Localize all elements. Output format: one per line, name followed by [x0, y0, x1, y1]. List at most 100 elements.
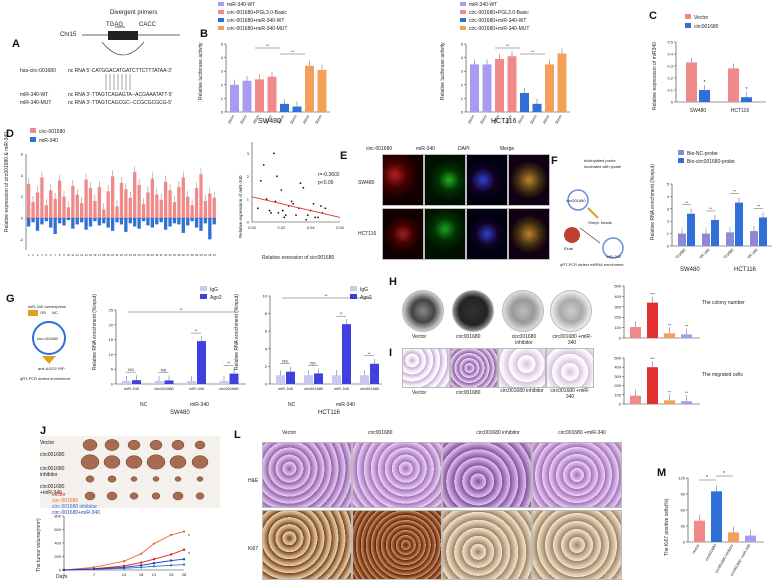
e-img-mir-sw [424, 154, 466, 206]
svg-f-ytick-label: 3 [667, 206, 670, 211]
x-tick-label: 50nm [530, 115, 538, 125]
x-tick-label: circ001680 +miR-340 [730, 544, 752, 577]
bar [370, 363, 379, 384]
x-tick-label: 7 [93, 572, 96, 577]
l-ki67-2 [352, 510, 442, 580]
y-tick-label: 3 [247, 151, 250, 156]
panel-label-i: I [389, 347, 393, 359]
i-img-3 [498, 348, 546, 388]
legend-k: vector circ-001680 circ-001680 inhibitor… [52, 492, 132, 524]
legend-b-right: miR-340-WT circ-001680+PGL3.0-Basic circ… [460, 2, 590, 38]
svg-k-ytick-label: 200 [54, 554, 61, 559]
l-he-1 [262, 442, 352, 508]
panel-label-e: E [340, 150, 348, 162]
primer-seq-right: CACC [139, 22, 157, 28]
bar [267, 76, 277, 112]
bar-circ [168, 190, 172, 218]
c-ylabel: Relative expression of miR340 [652, 42, 658, 110]
legend-c-2: circ001680 [694, 24, 719, 30]
svg-k-ytick-label: 400 [54, 541, 61, 546]
series-point [182, 563, 186, 566]
bar-circ [110, 176, 115, 218]
g-schem-or: OR [40, 310, 46, 315]
bar-circ [57, 180, 62, 218]
bar-circ [133, 172, 137, 218]
x-tick-label: 37 [186, 253, 190, 257]
x-tick-label: miR-340 [744, 247, 759, 258]
bar-circ [181, 177, 185, 218]
sig-mark: ** [668, 389, 672, 394]
tumor [127, 439, 141, 451]
f-schem-mir: miR-340 [606, 254, 622, 259]
bar-mir [163, 218, 168, 230]
legend-b-right-2: circ-001680+PGL3.0-Basic [469, 10, 529, 16]
bar-circ [155, 194, 159, 218]
x-tick-label: 32 [164, 253, 168, 257]
sig-mark: * [188, 534, 190, 540]
x-tick-label: 20nm [252, 115, 260, 125]
svg-g1-ytick-label: 25 [109, 308, 114, 313]
i-ylabel: The migrated cells [702, 372, 743, 378]
svg-h-ytick-label: 400 [614, 294, 621, 299]
scatter-point [305, 218, 308, 221]
x-tick-label: 10 [67, 253, 71, 257]
g-group-nc-2: NC [288, 402, 296, 408]
tumor [149, 439, 163, 451]
tumor [80, 454, 100, 470]
series-point [169, 533, 173, 537]
sig-mark: ** [291, 49, 295, 54]
panel-i-images: Vector circ001680 circ001680 inhibitor c… [400, 348, 600, 404]
panel-label-g: G [6, 293, 15, 305]
bar [686, 62, 697, 102]
svg-h-ytick-label: 200 [614, 315, 621, 320]
g-schem-over: miR-340 overexpress [28, 304, 67, 309]
scatter-point [320, 205, 322, 207]
x-tick-label: circ001680 inhibitor [714, 543, 734, 574]
svg-m-ytick-label: 90 [681, 492, 686, 497]
x-tick-label: 50nm [265, 115, 273, 125]
bar [122, 381, 131, 384]
series-point [122, 560, 126, 563]
tumor [107, 475, 117, 483]
legend-b-left-3: circ-001680+miR-340-WT [227, 18, 285, 24]
svg-f-ytick-label: 1 [667, 231, 670, 236]
svg-k-ytick-label: 600 [54, 527, 61, 532]
x-tick-label: HCT116 [731, 108, 749, 114]
bar-mir [199, 218, 203, 231]
series-point [92, 566, 96, 569]
x-tick-label: 24 [129, 253, 133, 257]
y-tick-label: 2 [247, 174, 250, 179]
svg-b2-ytick-label: 0 [461, 110, 464, 115]
bar [647, 302, 658, 338]
svg-b1-ytick-label: 5 [221, 42, 224, 47]
bar [286, 371, 295, 384]
svg-g1-ytick-label: 15 [109, 337, 114, 342]
bar [317, 69, 327, 112]
bar [520, 92, 529, 112]
bar [735, 202, 743, 246]
svg-b1-ytick-label: 4 [221, 55, 224, 60]
h-label-3: circ001680 inhibitor [511, 334, 537, 346]
x-tick-label: 20nm [277, 115, 285, 125]
l-row-2: Ki67 [248, 546, 259, 552]
h-label-2: circ001680 [456, 334, 481, 340]
bar [681, 401, 692, 404]
chart-f: 0 1 2 3 4 5 ** circ-001680 ** miR-340 ** circ-00168… [667, 182, 772, 258]
g-cell-1: SW480 [170, 410, 190, 416]
tumor [172, 491, 184, 501]
i-label-2: circ001680 [456, 390, 481, 396]
x-tick-label: 7 [54, 253, 56, 257]
i-img-4 [546, 348, 594, 388]
i-label-3: circ001680 inhibitor [500, 388, 544, 394]
legend-c: Vector circ001680 [685, 14, 765, 34]
legend-b-left-4: circ-001680+miR-340-MUT [227, 26, 288, 32]
chart-b-hct116: 0 1 2 3 4 5 20nm 50nm 20nm 50nm 20nm 50nm 20nm 50nm **… [461, 42, 570, 125]
a-schematic [82, 26, 180, 90]
svg-b1-ytick-label: 0 [221, 110, 224, 115]
svg-g2-ytick-label: 10 [263, 294, 268, 299]
bar [630, 395, 641, 404]
x-tick-label: 20nm [517, 115, 525, 125]
j-row-1: Vector [40, 440, 55, 446]
bar-circ [137, 184, 141, 218]
sig-mark: ** [685, 390, 689, 395]
